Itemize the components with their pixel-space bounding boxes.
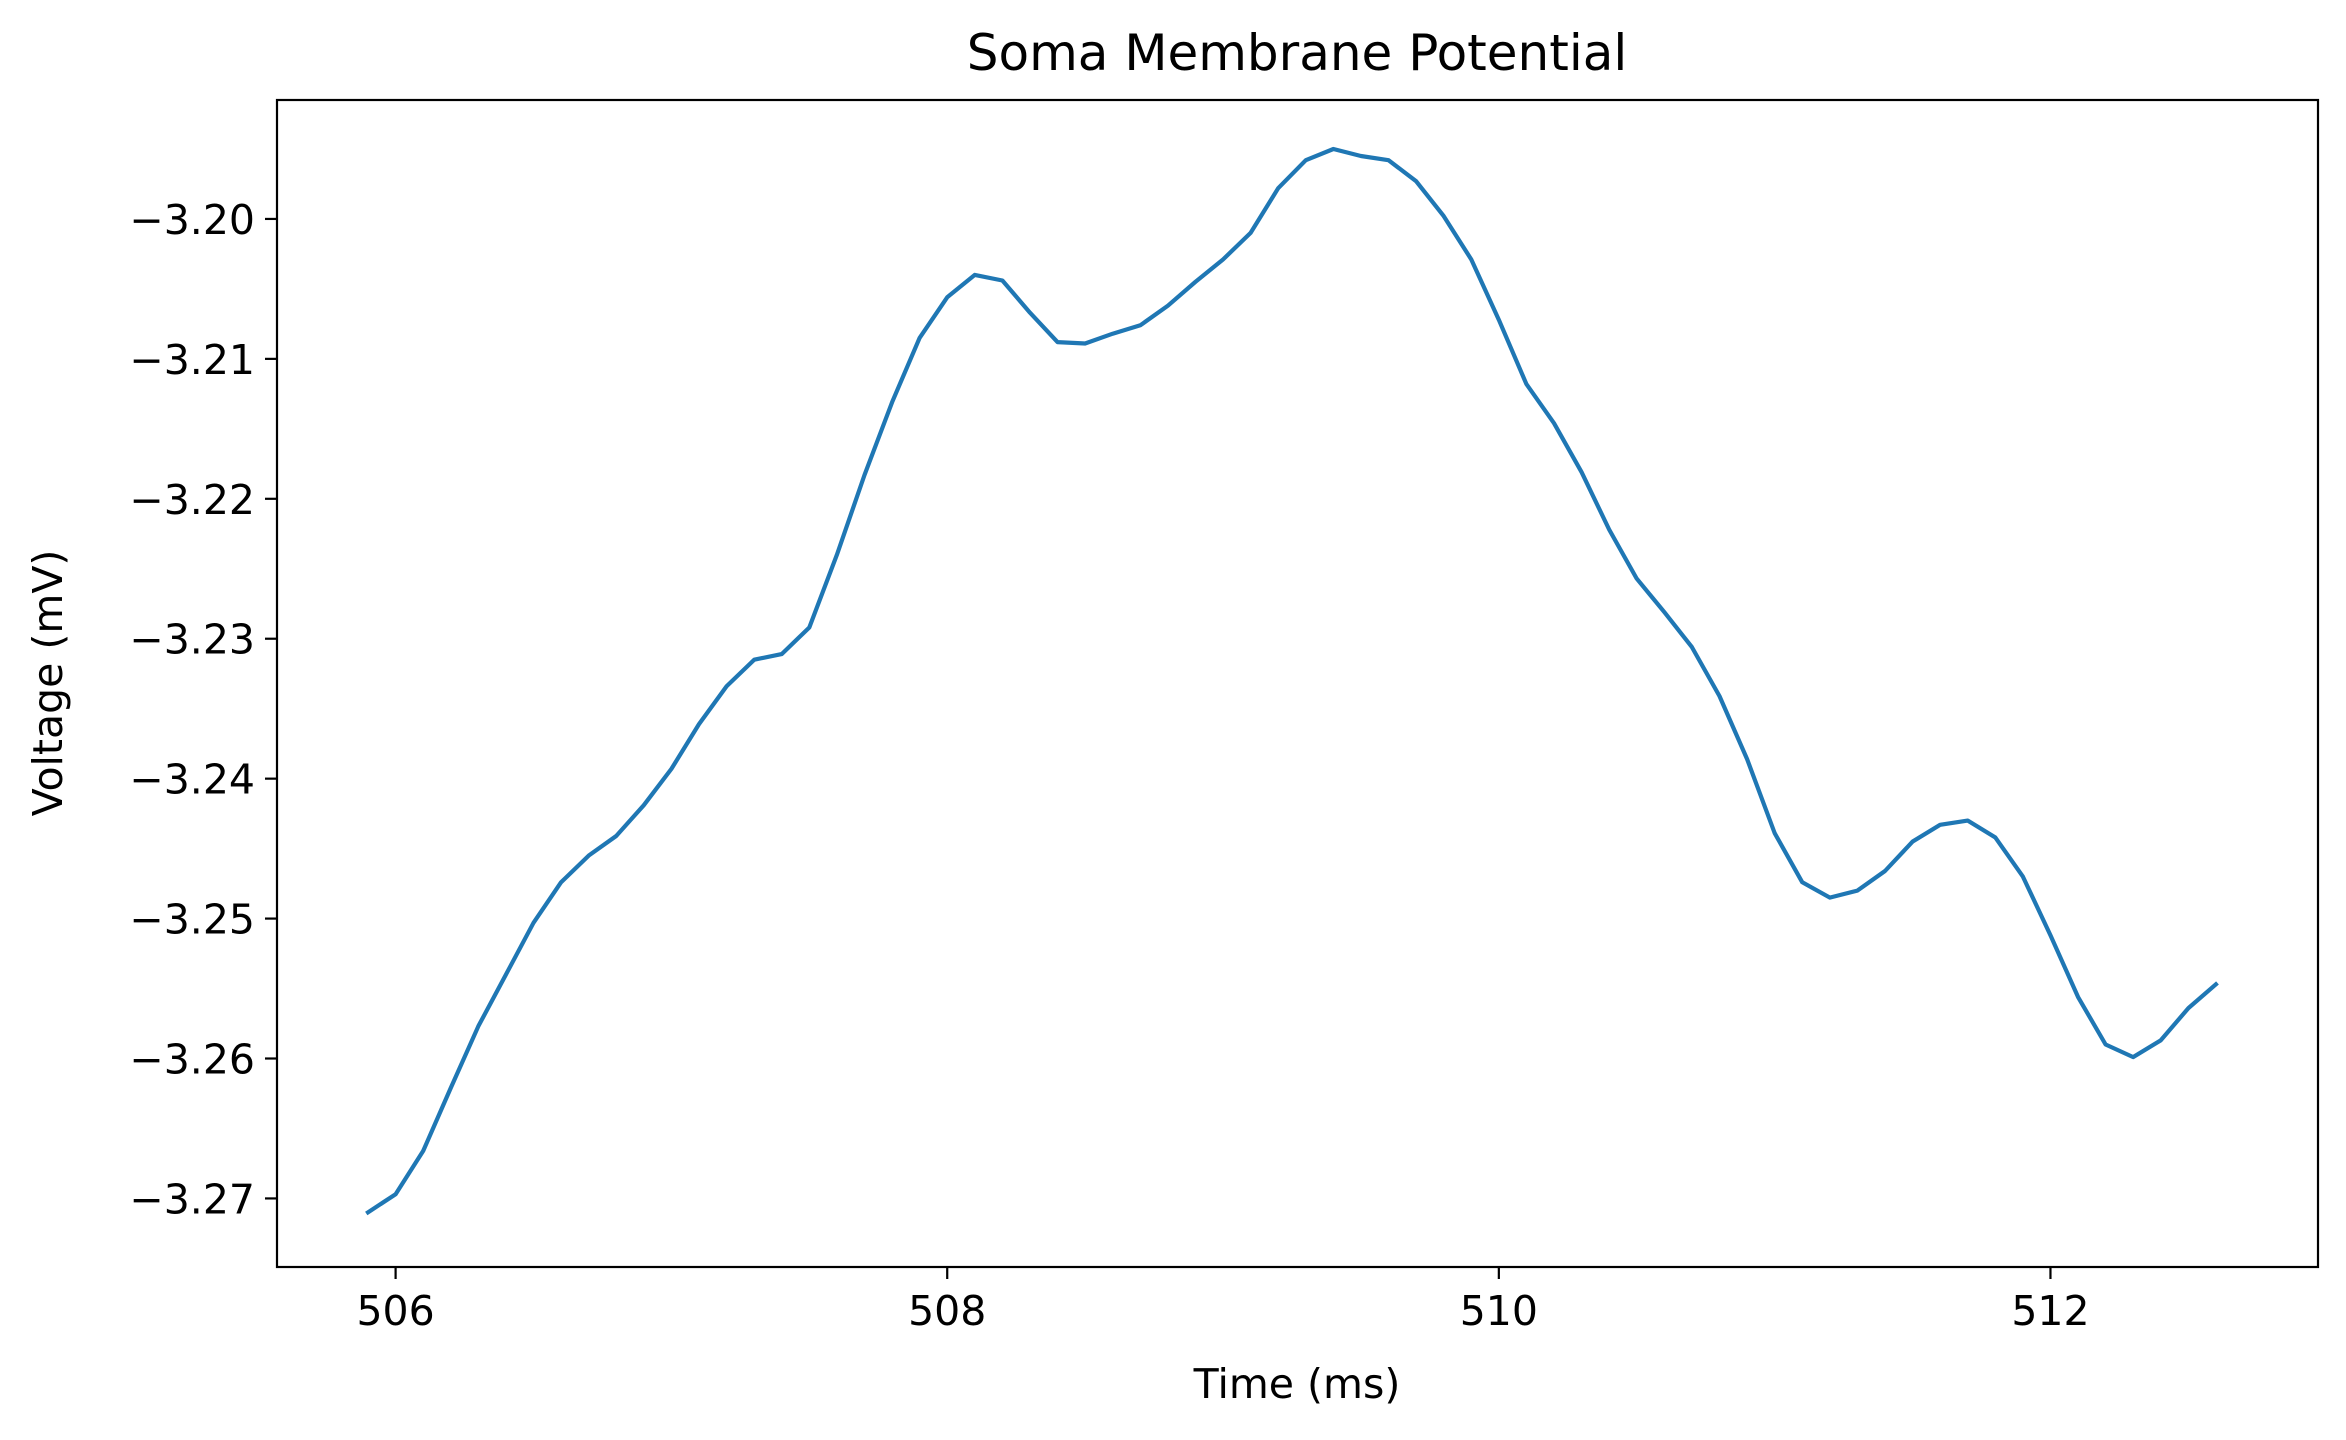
y-tick-label: −3.22 — [129, 476, 255, 524]
x-tick-label: 506 — [356, 1287, 434, 1335]
y-tick-label: −3.24 — [129, 756, 255, 804]
y-axis: −3.20 −3.21 −3.22 −3.23 −3.24 −3.25 −3.26 −3.27 — [129, 196, 277, 1223]
chart-title: Soma Membrane Potential — [967, 24, 1628, 82]
y-tick-label: −3.21 — [129, 336, 255, 384]
x-axis-title: Time (ms) — [1193, 1360, 1401, 1408]
y-tick-label: −3.25 — [129, 896, 255, 944]
y-tick-label: −3.20 — [129, 196, 255, 244]
plot-frame — [275, 98, 2320, 1269]
x-tick-label: 510 — [1460, 1287, 1538, 1335]
y-tick-label: −3.26 — [129, 1036, 255, 1084]
y-tick-label: −3.27 — [129, 1175, 255, 1223]
y-tick-label: −3.23 — [129, 616, 255, 664]
x-tick-label: 508 — [908, 1287, 986, 1335]
y-axis-title: Voltage (mV) — [24, 550, 72, 817]
series-line-soma — [365, 146, 2219, 1216]
x-axis: 506 508 510 512 — [356, 1267, 2090, 1335]
x-tick-label: 512 — [2011, 1287, 2089, 1335]
